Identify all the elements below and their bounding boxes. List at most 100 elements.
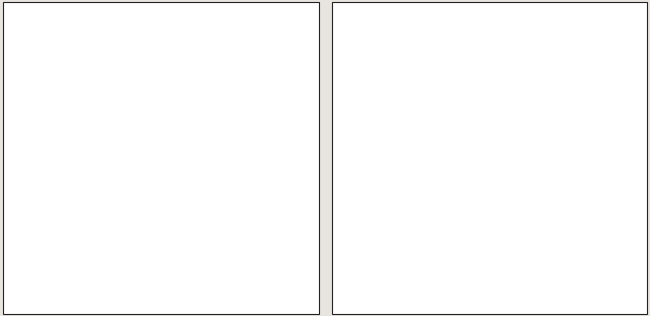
Bar [395,157,413,162]
Bar [599,130,617,133]
Bar [270,130,289,133]
Bar [202,71,221,74]
Bar [304,71,323,74]
Text: Beta-actin: Beta-actin [335,155,387,164]
Bar [135,100,153,105]
Text: Tyrosinase: Tyrosinase [335,98,389,107]
Bar [202,157,221,162]
Bar [135,41,153,45]
Bar [100,157,119,162]
Bar [497,157,515,162]
Text: Moracin C: Moracin C [240,198,246,234]
Bar [100,130,119,133]
Bar [401,38,644,49]
Bar [100,41,119,45]
Bar [530,71,549,74]
Bar [66,71,85,74]
Bar [497,71,515,74]
Bar [428,157,447,162]
Text: Beta-actin: Beta-actin [6,155,59,164]
Text: Control: Control [398,198,404,224]
Bar [304,41,323,45]
Bar [66,157,85,162]
Bar [497,41,515,45]
Bar [565,130,584,133]
Text: TRP2: TRP2 [335,39,361,48]
Text: 3, 4, 3’, 5-tetrahydroxybibenzyl: 3, 4, 3’, 5-tetrahydroxybibenzyl [636,198,642,312]
Bar [270,41,289,45]
Bar [237,157,255,162]
Text: o-hydroxymoracin C: o-hydroxymoracin C [534,198,540,270]
Bar [463,157,482,162]
Bar [599,41,617,45]
Bar [168,130,187,133]
Text: MiTF: MiTF [6,127,31,136]
Bar [401,156,644,164]
Bar [463,130,482,133]
Bar [599,100,617,105]
Bar [202,100,221,105]
Bar [428,41,447,45]
Bar [304,157,323,162]
Text: Control: Control [70,198,76,224]
Bar [202,41,221,45]
Bar [270,157,289,162]
Text: Arbutin: Arbutin [432,198,438,225]
Text: Piceatanol: Piceatanol [602,198,608,235]
FancyBboxPatch shape [3,273,29,311]
Text: Piceatanol: Piceatanol [274,198,280,235]
Bar [66,41,85,45]
Bar [395,71,413,74]
Bar [401,70,644,75]
Text: 3, 4, 3’, 5-tetrahydroxybibenzyl: 3, 4, 3’, 5-tetrahydroxybibenzyl [307,198,314,312]
Text: A: A [11,285,21,298]
Bar [135,71,153,74]
Bar [168,100,187,105]
Bar [632,71,650,74]
Bar [66,130,85,133]
Text: TRP1: TRP1 [335,68,361,77]
Bar [463,41,482,45]
Bar [632,130,650,133]
Bar [304,130,323,133]
Bar [73,127,315,136]
Text: B: B [339,285,349,298]
Text: Kojic acid: Kojic acid [138,198,144,232]
Text: Tyrosinase: Tyrosinase [6,98,60,107]
Text: Kojic acid: Kojic acid [466,198,472,232]
Bar [599,157,617,162]
Text: MiTF: MiTF [335,127,359,136]
Bar [632,157,650,162]
Bar [463,71,482,74]
Bar [530,157,549,162]
Bar [428,71,447,74]
Bar [599,71,617,74]
Bar [73,38,315,49]
Bar [530,41,549,45]
Bar [632,41,650,45]
Text: TRP2: TRP2 [6,39,32,48]
Bar [135,157,153,162]
Bar [237,41,255,45]
Bar [168,157,187,162]
Text: Moracin C: Moracin C [568,198,574,234]
Text: o-hydroxymoracin C: o-hydroxymoracin C [206,198,212,270]
Bar [100,100,119,105]
Bar [237,71,255,74]
Bar [632,100,650,105]
Bar [100,71,119,74]
Bar [395,130,413,133]
Bar [428,100,447,105]
Bar [530,130,549,133]
Bar [202,130,221,133]
Bar [270,71,289,74]
Bar [395,100,413,105]
Text: Moracin M: Moracin M [500,198,506,235]
Bar [428,130,447,133]
Bar [565,71,584,74]
Bar [237,130,255,133]
Bar [73,97,315,108]
Bar [565,157,584,162]
Bar [401,127,644,136]
Bar [565,100,584,105]
